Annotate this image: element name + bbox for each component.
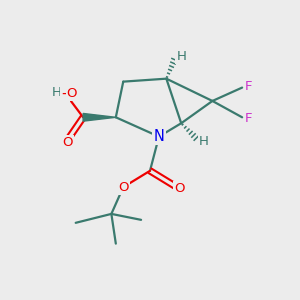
- Text: –: –: [61, 86, 69, 101]
- Text: O: O: [118, 181, 128, 194]
- Text: H: H: [199, 135, 209, 148]
- Text: H: H: [176, 50, 186, 63]
- Text: F: F: [245, 80, 252, 93]
- Text: O: O: [175, 182, 185, 195]
- Text: H: H: [51, 85, 61, 98]
- Text: O: O: [67, 87, 77, 100]
- Text: O: O: [62, 136, 73, 149]
- Text: N: N: [154, 129, 164, 144]
- Polygon shape: [83, 113, 116, 121]
- Text: F: F: [245, 112, 252, 125]
